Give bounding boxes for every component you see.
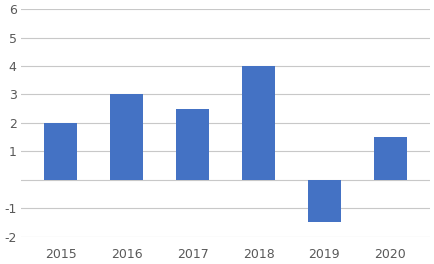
Bar	[44, 123, 77, 180]
Bar	[242, 66, 275, 180]
Text: 2017: 2017	[177, 248, 209, 261]
Text: 2020: 2020	[375, 248, 406, 261]
Text: 2015: 2015	[45, 248, 77, 261]
Bar	[176, 109, 209, 180]
Text: 2016: 2016	[111, 248, 143, 261]
Text: 2018: 2018	[243, 248, 274, 261]
Bar	[308, 180, 341, 223]
Bar	[110, 95, 143, 180]
Text: 2019: 2019	[309, 248, 340, 261]
Bar	[374, 137, 407, 180]
